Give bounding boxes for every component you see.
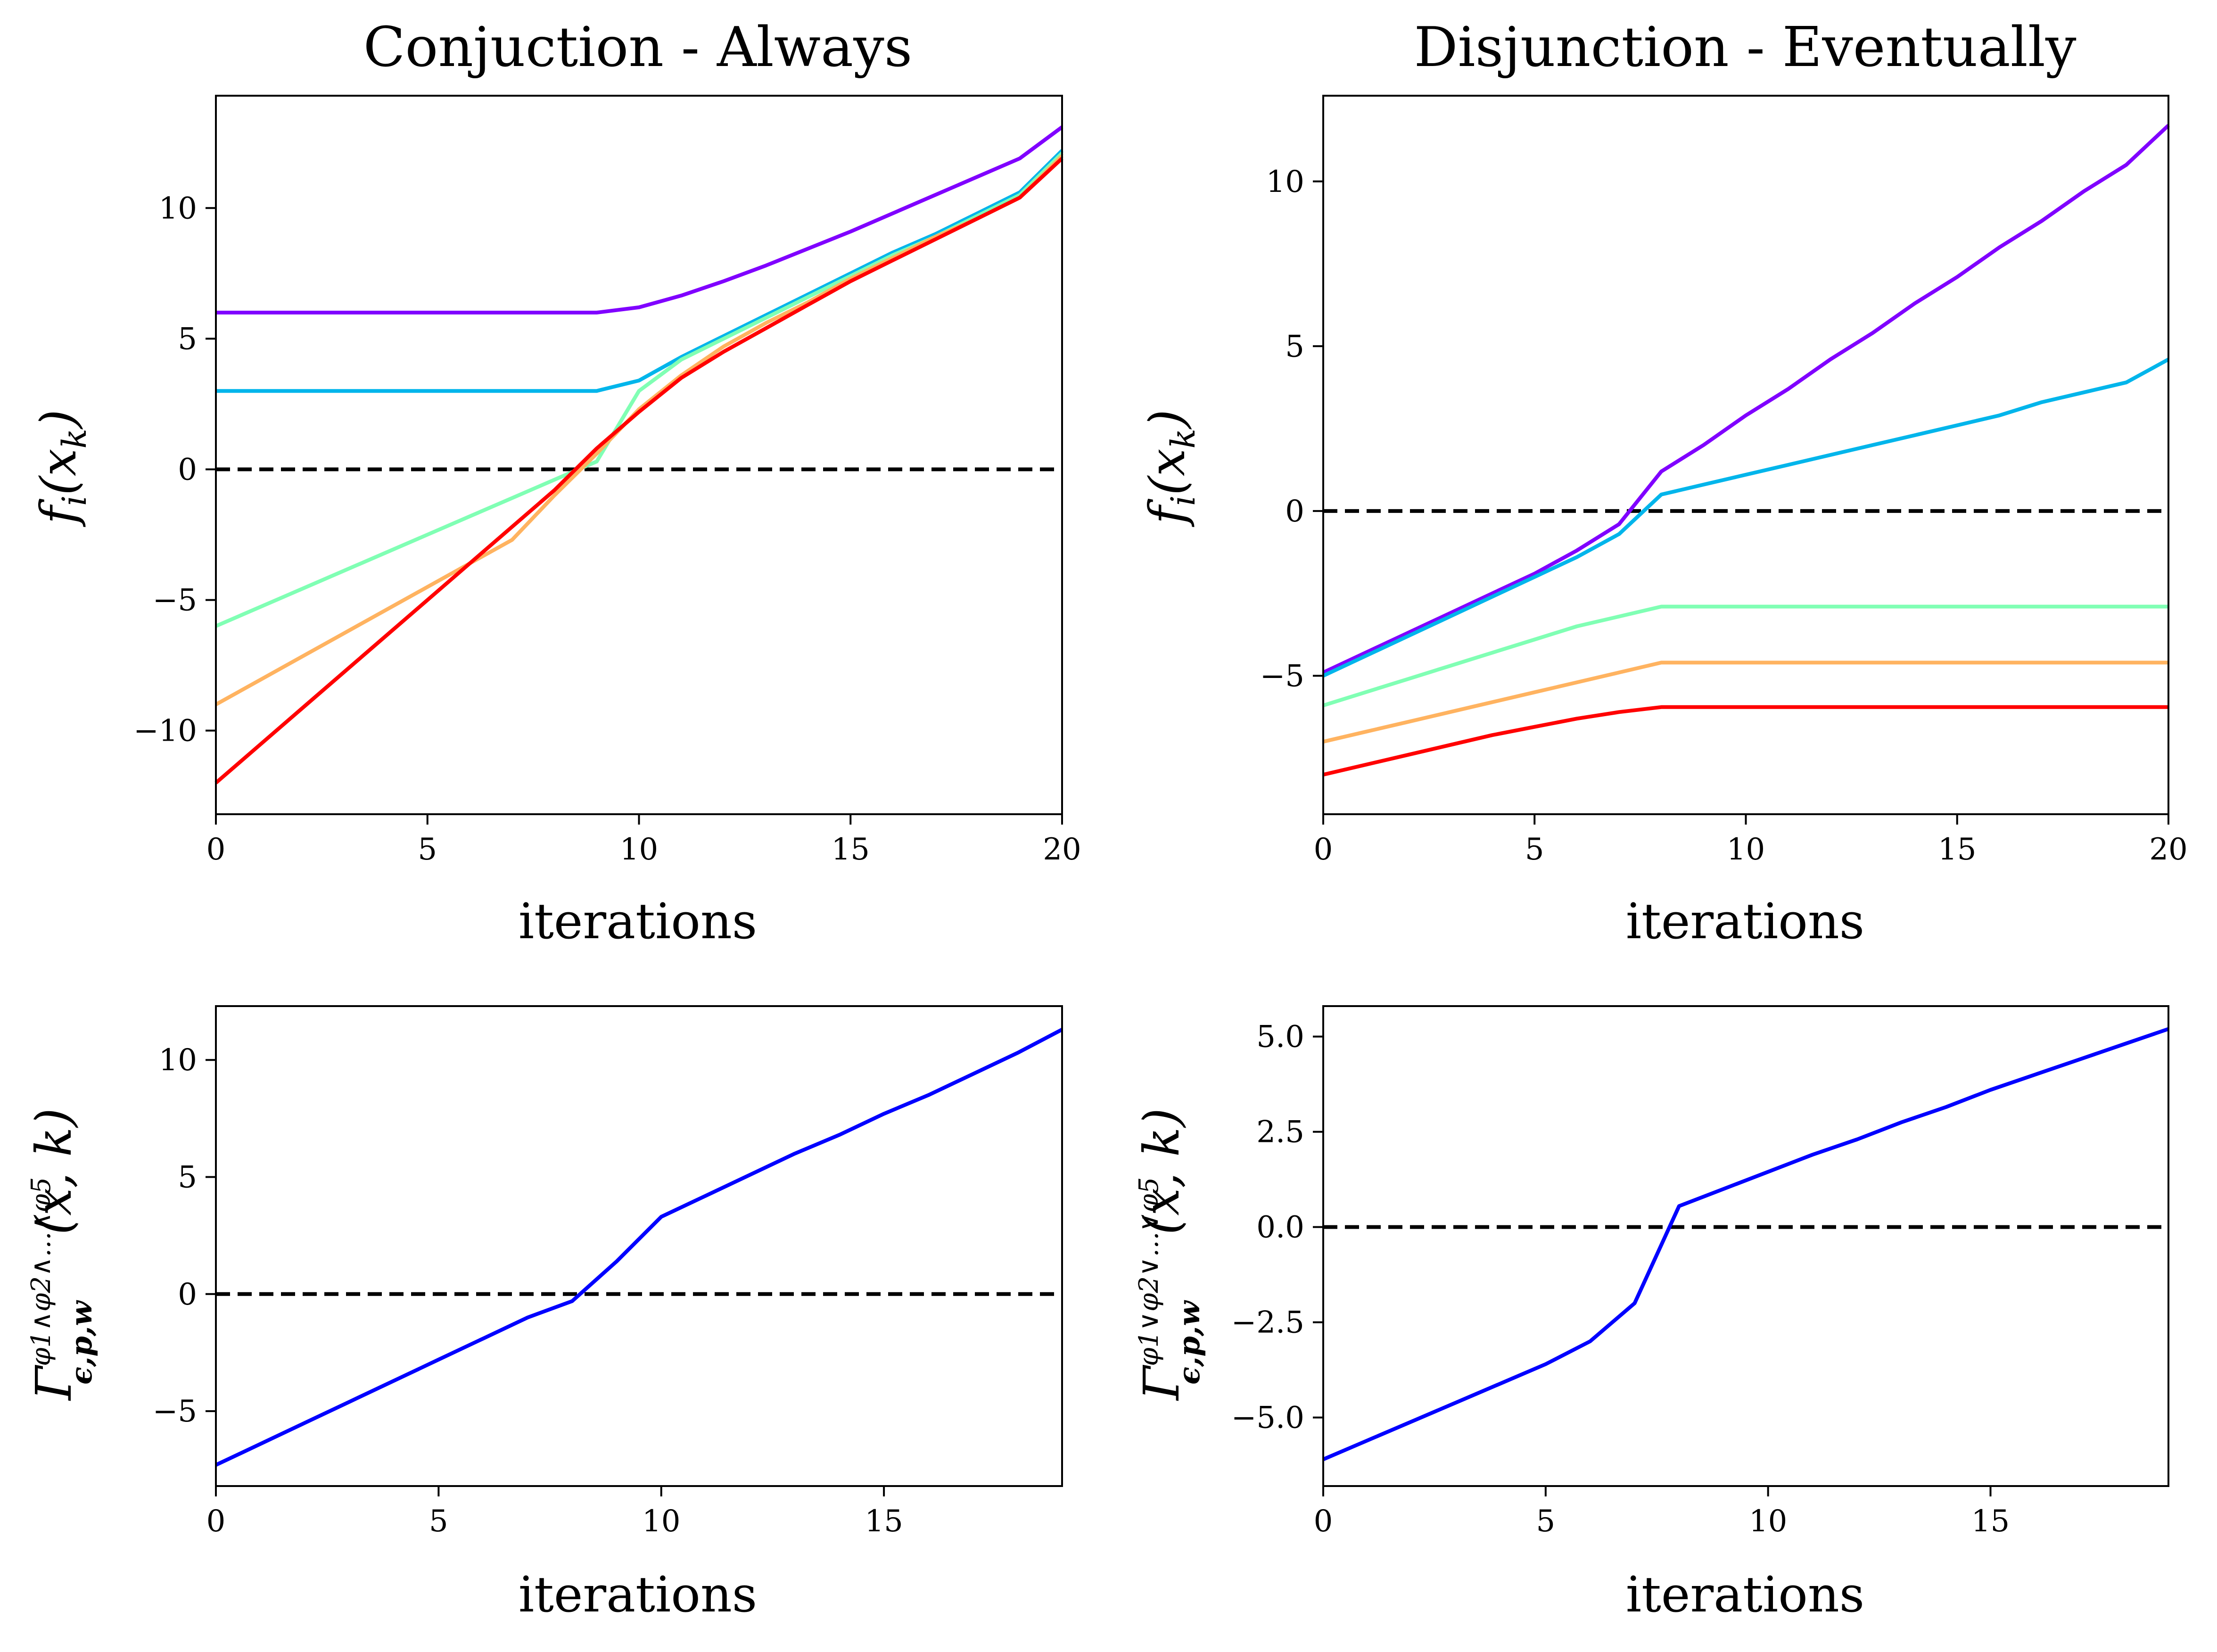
x-tick-label: 15 — [832, 832, 870, 867]
y-tick-label: 10 — [159, 1043, 197, 1078]
panel-conjunction-robustness-xlabel: iterations — [519, 1566, 757, 1623]
series-line-1 — [215, 1028, 1063, 1467]
x-tick-label: 20 — [2149, 832, 2187, 867]
panel-conjunction-title: Conjuction - Always — [363, 16, 913, 79]
x-tick-label: 0 — [1314, 832, 1333, 867]
axes-frame — [1322, 1005, 2169, 1487]
series-line-5 — [214, 157, 1063, 785]
panel-disjunction-ylabel: fi(xk) — [1138, 409, 1203, 527]
x-tick-label: 10 — [1727, 832, 1765, 867]
y-tick-label: 0 — [178, 452, 197, 487]
panel-conjunction: Conjuction - Always 0 5 10 15 20 −10 −5 0 5 10 it… — [30, 16, 1081, 950]
y-tick-label: −5.0 — [1231, 1401, 1304, 1436]
y-tick-label: 0.0 — [1256, 1210, 1304, 1245]
series-line-1 — [1322, 1027, 2169, 1462]
y-tick-label: 10 — [1266, 165, 1304, 199]
series-line-2 — [216, 149, 1063, 393]
panel-conjunction-robustness-plot: 0 5 10 15 −5 0 5 10 — [153, 1005, 1063, 1539]
y-tick-label: 5 — [1285, 329, 1304, 364]
series-line-3 — [1322, 604, 2168, 708]
axes-frame — [215, 95, 1063, 815]
panel-conjunction-xlabel: iterations — [519, 892, 757, 950]
y-tick-label: 5.0 — [1256, 1020, 1304, 1055]
x-tick-label: 20 — [1043, 832, 1081, 867]
x-tick-label: 5 — [1536, 1504, 1555, 1539]
x-tick-label: 15 — [1938, 832, 1976, 867]
panel-disjunction-plot: 0 5 10 15 20 −5 0 5 10 — [1260, 95, 2188, 867]
y-tick-label: 10 — [159, 191, 197, 226]
x-tick-label: 10 — [620, 832, 658, 867]
series-line-4 — [215, 154, 1063, 706]
panel-disjunction-xlabel: iterations — [1626, 892, 1864, 950]
y-tick-label: −2.5 — [1231, 1305, 1304, 1340]
y-tick-label: 5 — [178, 1160, 197, 1195]
panel-disjunction-title: Disjunction - Eventually — [1414, 16, 2077, 79]
y-tick-label: 5 — [178, 322, 197, 356]
x-tick-label: 5 — [418, 832, 437, 867]
y-tick-label: −5 — [153, 583, 197, 618]
x-tick-label: 15 — [1971, 1504, 2010, 1539]
x-tick-label: 10 — [1749, 1504, 1787, 1539]
series-line-1 — [216, 125, 1063, 314]
panel-disjunction: Disjunction - Eventually 0 5 10 15 20−50510 … — [1138, 16, 2188, 950]
y-tick-label: 0 — [1285, 494, 1304, 529]
x-tick-label: 10 — [642, 1504, 680, 1539]
y-tick-label: −10 — [133, 714, 197, 749]
x-tick-label: 15 — [865, 1504, 903, 1539]
x-tick-label: 0 — [206, 1504, 226, 1539]
panel-conjunction-ylabel: fi(xk) — [30, 409, 94, 527]
x-tick-label: 5 — [1525, 832, 1544, 867]
panel-conjunction-plot: 0 5 10 15 20 −10 −5 0 5 10 — [133, 95, 1081, 867]
panel-conjunction-robustness-ylabel: Γφ1∧φ2∧...∧φ5 ϵ,p,w(x, k) — [25, 1108, 99, 1401]
x-tick-label: 0 — [206, 832, 226, 867]
series-line-2 — [1322, 357, 2169, 678]
panel-conjunction-robustness: 0 5 10 15 −5 0 5 10 iterations Γφ1∧φ2∧...∧φ5 ϵ,p… — [25, 1005, 1063, 1623]
panel-disjunction-robustness: 0 5 10 15 −5.0 −2.5 0.0 2.5 5.0 iterations Γφ1∨φ… — [1133, 1005, 2169, 1623]
y-tick-label: 0 — [178, 1277, 197, 1312]
y-tick-label: −5 — [1260, 659, 1304, 694]
panel-disjunction-robustness-plot: 0 5 10 15 −5.0 −2.5 0.0 2.5 5.0 — [1231, 1005, 2169, 1539]
panel-disjunction-robustness-xlabel: iterations — [1626, 1566, 1864, 1623]
series-line-5 — [1323, 705, 2168, 776]
x-tick-label: 5 — [429, 1504, 448, 1539]
x-tick-label: 0 — [1314, 1504, 1333, 1539]
panel-disjunction-robustness-ylabel: Γφ1∨φ2∨...∨φ5 ϵ,p,w(x, k) — [1133, 1108, 1206, 1401]
y-tick-label: −5 — [153, 1394, 197, 1429]
y-tick-label: 2.5 — [1256, 1115, 1304, 1150]
axes-frame — [215, 1005, 1063, 1487]
series-line-1 — [1322, 124, 2170, 675]
series-line-4 — [1323, 661, 2168, 744]
